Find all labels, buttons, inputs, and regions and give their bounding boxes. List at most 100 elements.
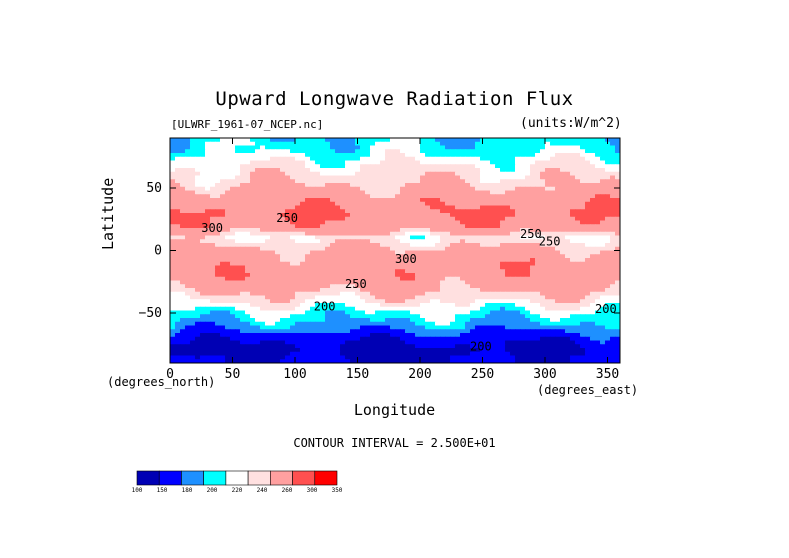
heatmap-cell — [355, 220, 361, 225]
heatmap-cell — [395, 224, 401, 229]
heatmap-cell — [455, 246, 461, 252]
heatmap-cell — [220, 160, 226, 165]
heatmap-cell — [610, 145, 616, 150]
heatmap-cell — [460, 280, 466, 285]
heatmap-cell — [255, 198, 261, 203]
heatmap-cell — [365, 299, 371, 304]
heatmap-cell — [350, 160, 356, 165]
heatmap-cell — [480, 194, 486, 199]
heatmap-cell — [340, 160, 346, 165]
heatmap-cell — [215, 340, 221, 345]
heatmap-cell — [520, 310, 526, 315]
heatmap-cell — [170, 280, 176, 285]
heatmap-cell — [615, 190, 620, 195]
heatmap-cell — [475, 239, 481, 244]
heatmap-cell — [560, 265, 566, 270]
heatmap-cell — [555, 168, 561, 173]
heatmap-cell — [425, 306, 431, 312]
heatmap-cell — [520, 141, 526, 147]
heatmap-cell — [300, 261, 306, 267]
heatmap-cell — [575, 235, 581, 240]
heatmap-cell — [170, 325, 176, 330]
heatmap-cell — [350, 273, 356, 278]
heatmap-cell — [170, 220, 176, 225]
heatmap-cell — [380, 190, 386, 195]
heatmap-cell — [520, 156, 526, 162]
heatmap-cell — [505, 284, 511, 289]
heatmap-cell — [445, 269, 451, 274]
heatmap-cell — [325, 273, 331, 278]
heatmap-cell — [240, 299, 246, 304]
heatmap-cell — [445, 153, 451, 158]
heatmap-cell — [200, 280, 206, 285]
heatmap-cell — [460, 156, 466, 162]
heatmap-cell — [340, 269, 346, 274]
heatmap-cell — [360, 325, 366, 330]
heatmap-cell — [605, 190, 611, 195]
heatmap-cell — [585, 295, 591, 300]
heatmap-cell — [575, 164, 581, 169]
heatmap-cell — [525, 228, 531, 233]
heatmap-cell — [260, 295, 266, 300]
heatmap-cell — [175, 336, 181, 342]
heatmap-cell — [295, 175, 301, 180]
heatmap-cell — [300, 216, 306, 222]
heatmap-cell — [575, 220, 581, 225]
heatmap-cell — [465, 295, 471, 300]
heatmap-cell — [555, 265, 561, 270]
heatmap-cell — [235, 183, 241, 188]
heatmap-cell — [475, 273, 481, 278]
heatmap-cell — [235, 141, 241, 147]
heatmap-cell — [605, 153, 611, 158]
heatmap-cell — [200, 318, 206, 323]
heatmap-cell — [540, 288, 546, 293]
heatmap-cell — [445, 138, 451, 143]
heatmap-cell — [195, 183, 201, 188]
heatmap-cell — [460, 276, 466, 282]
heatmap-cell — [425, 254, 431, 259]
heatmap-cell — [360, 318, 366, 323]
heatmap-cell — [525, 269, 531, 274]
heatmap-cell — [475, 254, 481, 259]
heatmap-cell — [530, 235, 536, 240]
heatmap-cell — [205, 333, 211, 338]
heatmap-cell — [315, 269, 321, 274]
heatmap-cell — [495, 276, 501, 282]
heatmap-cell — [215, 295, 221, 300]
heatmap-cell — [475, 153, 481, 158]
heatmap-cell — [580, 291, 586, 297]
heatmap-cell — [495, 171, 501, 177]
heatmap-cell — [495, 224, 501, 229]
heatmap-cell — [460, 299, 466, 304]
heatmap-cell — [540, 336, 546, 342]
heatmap-cell — [530, 336, 536, 342]
heatmap-cell — [310, 138, 316, 143]
heatmap-cell — [360, 160, 366, 165]
heatmap-cell — [315, 288, 321, 293]
heatmap-cell — [450, 291, 456, 297]
heatmap-cell — [325, 258, 331, 263]
heatmap-cell — [520, 194, 526, 199]
heatmap-cell — [370, 228, 376, 233]
heatmap-cell — [185, 168, 191, 173]
heatmap-cell — [505, 321, 511, 327]
heatmap-cell — [365, 149, 371, 154]
heatmap-cell — [230, 201, 236, 207]
heatmap-cell — [490, 145, 496, 150]
heatmap-cell — [560, 306, 566, 312]
heatmap-cell — [380, 321, 386, 327]
heatmap-cell — [460, 220, 466, 225]
heatmap-cell — [530, 310, 536, 315]
heatmap-cell — [290, 325, 296, 330]
heatmap-cell — [420, 333, 426, 338]
heatmap-cell — [400, 228, 406, 233]
heatmap-cell — [460, 138, 466, 143]
heatmap-cell — [265, 168, 271, 173]
heatmap-cell — [515, 186, 521, 192]
heatmap-cell — [525, 149, 531, 154]
heatmap-cell — [295, 295, 301, 300]
heatmap-cell — [375, 153, 381, 158]
heatmap-cell — [355, 183, 361, 188]
heatmap-cell — [370, 254, 376, 259]
heatmap-cell — [320, 269, 326, 274]
